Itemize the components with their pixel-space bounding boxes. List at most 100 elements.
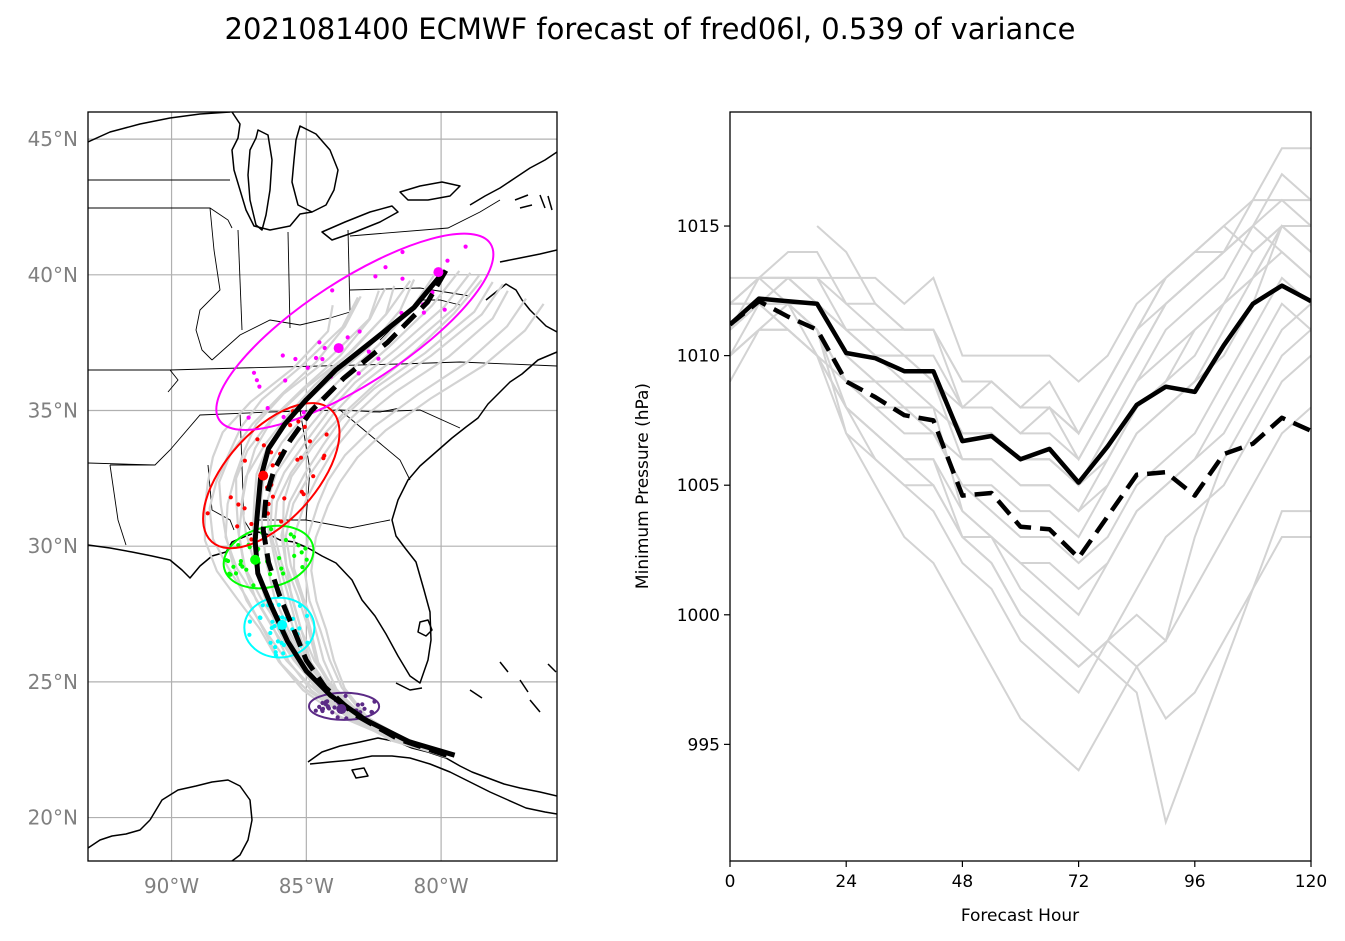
ensemble-position-day-1 [325,699,330,704]
ensemble-position-day-5 [421,310,426,315]
ensemble-position-day-3 [227,571,232,576]
ensemble-position-day-4 [302,424,307,429]
ensemble-position-day-4 [255,437,260,442]
ensemble-track [234,288,447,757]
state-line-nc-sc [369,409,461,429]
ensemble-position-day-3 [238,562,243,567]
ensemble-position-day-5 [373,274,378,279]
x-tick-label: 120 [1295,872,1327,892]
x-tick-label: 48 [952,872,974,892]
ensemble-position-day-2 [281,651,286,656]
mean-position-day-5 [333,343,344,354]
us-coastline [88,351,557,684]
lon-tick-label: 85°W [279,874,334,898]
pressure-mean-dashed [730,298,1311,561]
ensemble-position-day-3 [296,543,301,548]
x-tick-label: 96 [1184,872,1206,892]
pressure-ensemble-line [730,303,1311,591]
ensemble-position-day-3 [281,571,286,576]
ensemble-position-day-5 [251,370,257,375]
ensemble-position-day-1 [360,702,365,707]
pressure-ensemble-line [730,224,1311,513]
pressure-mean-lines [730,283,1311,561]
ensemble-position-day-3 [268,572,273,577]
lake-ontario [399,181,461,201]
ensemble-position-day-5 [305,365,310,370]
pressure-ensemble-line [730,276,1311,565]
ensemble-position-day-5 [400,276,405,281]
ensemble-position-day-5 [345,335,350,340]
nova-scotia-fragments [514,194,553,211]
bahamas [469,661,557,713]
ensemble-position-day-2 [269,625,274,631]
ensemble-position-day-4 [205,511,210,516]
lake-superior-shore [88,112,231,143]
map-tick-labels: 90°W 85°W 80°W 20°N 25°N 30°N 35°N 40°N 45°N [28,127,469,898]
ensemble-position-day-4 [235,524,240,529]
mexico-gulf-coast [88,819,151,849]
ensemble-position-day-4 [270,463,275,468]
state-line-ohio-river [211,311,351,361]
ensemble-position-day-5 [281,414,286,420]
lat-tick-label: 20°N [28,806,78,830]
pressure-ensemble-line [730,199,1311,436]
ensemble-track [310,303,545,755]
ensemble-position-day-3 [292,553,297,559]
ensemble-position-day-2 [270,619,275,624]
ensemble-position-day-2 [260,603,265,608]
ensemble-position-day-5 [357,329,362,334]
lat-tick-label: 35°N [28,399,78,423]
ensemble-position-day-5 [280,353,285,358]
x-tick-label: 72 [1068,872,1090,892]
ensemble-position-day-3 [244,567,249,572]
ensemble-position-day-5 [320,357,325,362]
ensemble-position-day-2 [304,613,310,619]
x-tick-label: 24 [835,872,857,892]
ellipse-day-4 [202,402,341,550]
ensemble-position-day-4 [236,502,241,507]
map-frame [87,111,558,862]
ensemble-position-day-4 [298,455,304,460]
pressure-ticks: 0 24 48 72 96 120 995 1000 1005 1010 1015 [677,217,1327,892]
state-line-illinois-indiana [237,229,243,331]
ensemble-position-day-4 [295,457,300,462]
cuba-south [309,755,557,815]
ensemble-position-day-3 [283,537,288,543]
ensemble-position-day-1 [332,705,337,710]
ensemble-position-day-4 [242,506,247,511]
lake-huron [291,125,339,213]
ellipse-day-5 [215,232,495,431]
pressure-y-axis-label: Minimum Pressure (hPa) [633,383,653,589]
ensemble-position-day-3 [277,556,282,561]
ensemble-position-day-5 [322,345,327,351]
ensemble-position-day-3 [236,543,241,548]
lat-tick-label: 40°N [28,263,78,287]
michigan-peninsula [231,112,313,231]
ensemble-position-day-5 [400,249,405,255]
mean-position-day-5 [433,267,444,278]
chesapeake-coast [485,283,557,333]
state-line-ohio-pa [347,229,351,313]
ensemble-position-day-5 [254,378,259,383]
y-tick-label: 1015 [677,217,720,237]
ensemble-position-day-5 [356,371,361,376]
ensemble-position-day-2 [257,615,262,620]
ensemble-position-day-5 [463,244,468,249]
ensemble-position-day-1 [355,702,361,707]
pressure-ensemble-line [730,302,1311,721]
ensemble-position-day-5 [301,410,306,415]
basemap-coastlines [88,112,557,861]
ensemble-position-day-4 [311,474,316,479]
pressure-ensemble-line [730,302,1311,826]
uncertainty-ellipses [202,232,495,721]
pressure-ensemble-line [730,224,1311,383]
state-line-kentucky-tennessee [169,361,557,371]
y-tick-label: 1010 [677,347,720,367]
ensemble-position-day-1 [313,708,318,713]
pressure-chart-panel: 0 24 48 72 96 120 995 1000 1005 1010 1015 Forecast… [633,111,1327,926]
ensemble-position-day-1 [335,715,340,720]
ensemble-position-day-1 [320,706,326,712]
state-line-louisiana-texas [109,464,127,546]
pressure-ensemble-line [730,250,1311,539]
ensemble-position-day-5 [257,384,262,389]
